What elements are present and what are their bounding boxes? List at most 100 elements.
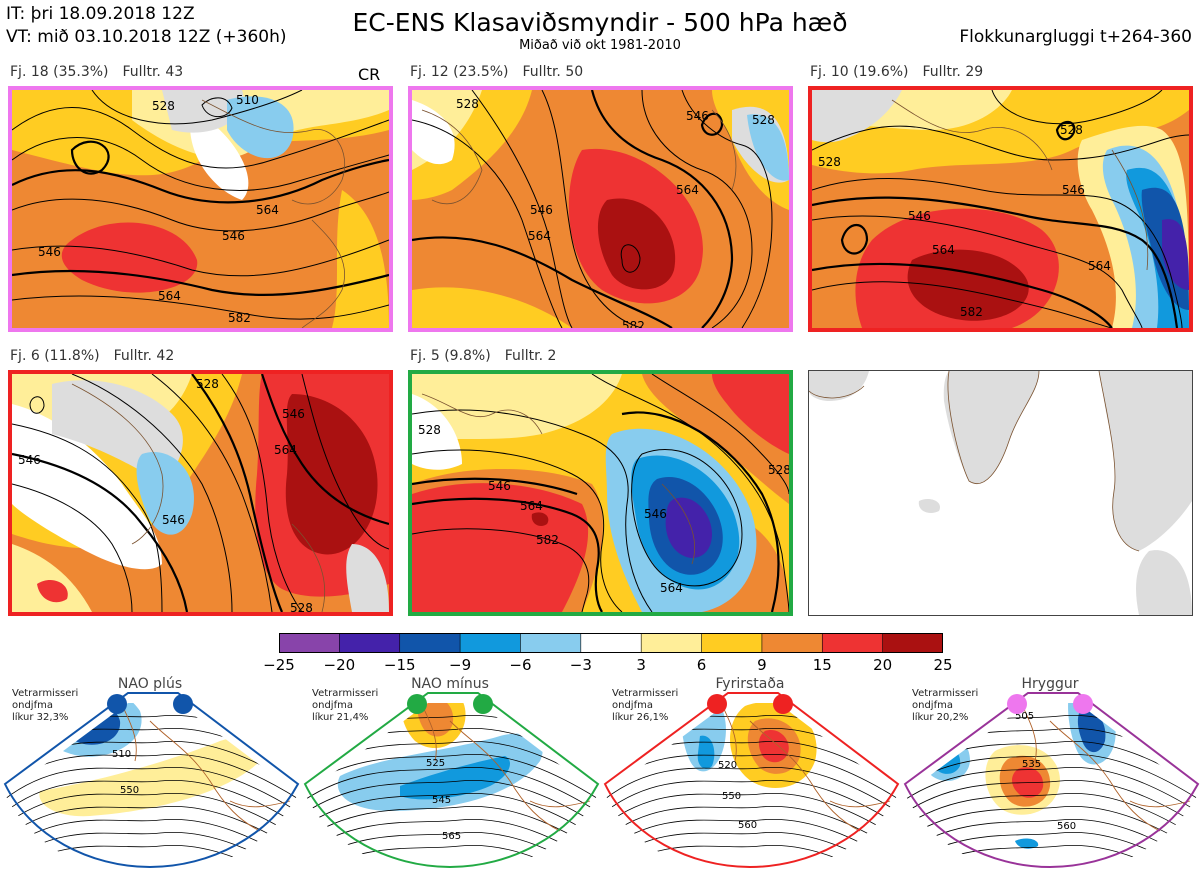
colorbar-bin-9 [821,633,884,653]
regime-marker-dot [107,694,127,714]
colorbar-bin-8 [761,633,824,653]
colorbar-bin-10 [882,633,943,653]
regime-note: Vetrarmisseri ondjfma líkur 26,1% [612,688,678,724]
regime-note: Vetrarmisseri ondjfma líkur 21,4% [312,688,378,724]
regime-contour-label: 545 [432,795,451,806]
base-map [808,370,1193,616]
panel-2-members: Fulltr. 50 [522,64,584,80]
regime-note-line: líkur 26,1% [612,712,669,723]
panel-4-label: Fj. 6 (11.8%) Fulltr. 42 [10,348,174,364]
panel-2-contour-label-7: 528 [752,113,775,127]
panel-4-contour-label-6: 528 [290,601,313,612]
regime-contour-label: 520 [718,760,737,771]
colorbar-tick: −25 [263,656,295,674]
colorbar-tick: −6 [509,656,532,674]
regime-contour-label: 565 [442,831,461,842]
regime-note-line: ondjfma [912,700,953,711]
panel-2-contour-label-4: 582 [622,319,645,328]
panel-3-contour-label-3: 582 [960,305,983,319]
colorbar-bin-6 [640,633,703,653]
panel-3-members: Fulltr. 29 [922,64,984,80]
panel-2-contour-label-3: 564 [528,229,551,243]
panel-1-label: Fj. 18 (35.3%) Fulltr. 43 [10,64,183,80]
regime-contour-label: 560 [738,820,757,831]
regime-note-line: Vetrarmisseri [912,688,979,699]
colorbar-bin-5 [580,633,642,653]
panel-2-cluster: Fj. 12 (23.5%) [410,64,509,80]
regime-note-line: ondjfma [12,700,53,711]
panel-1-contour-label-1: 546 [38,245,61,259]
regime-note-line: Vetrarmisseri [312,688,379,699]
colorbar-tick: 3 [636,656,646,674]
colorbar-tick: 9 [757,656,767,674]
panel-5-contour-label-3: 582 [536,533,559,547]
cluster-map-2: 528 546 564 582 546 564 528 [408,86,793,332]
colorbar-bin-7 [701,633,763,653]
regime-contour-label: 505 [1015,711,1034,722]
cluster-map-1: 546 564 582 528 510 546 564 [8,86,393,332]
valid-time: VT: mið 03.10.2018 12Z (+360h) [6,27,287,47]
panel-4-members: Fulltr. 42 [113,348,175,364]
panel-2-label: Fj. 12 (23.5%) Fulltr. 50 [410,64,583,80]
panel-3-contour-label-6: 564 [1088,259,1111,273]
initial-time: IT: þri 18.09.2018 12Z [6,4,195,24]
panel-4-contour-label-3: 546 [282,407,305,421]
panel-5-contour-label-6: 528 [418,423,441,437]
colorbar-tick: 6 [696,656,707,674]
panel-5-contour-label-7: 528 [768,463,789,477]
colorbar-bin-1 [339,633,401,653]
panel-1-contour-label-7: 564 [256,203,279,217]
panel-3-contour-label-4: 528 [818,155,841,169]
regime-note-line: líkur 32,3% [12,712,69,723]
regime-note-line: ondjfma [612,700,653,711]
regime-title: Fyrirstaða [715,676,785,692]
regime-title: Hryggur [1021,676,1079,692]
regime-marker-dot [1007,694,1027,714]
regime-marker-dot [407,694,427,714]
page-subtitle: Miðað við okt 1981-2010 [519,38,681,53]
colorbar-bin-4 [520,633,582,653]
regime-note: Vetrarmisseri ondjfma líkur 20,2% [912,688,978,724]
panel-1-contour-label-5: 510 [236,93,259,107]
colorbar-tick: −3 [569,656,592,674]
regime-note-line: Vetrarmisseri [12,688,79,699]
classification-window: Flokkunargluggi t+264-360 [959,27,1192,47]
panel-5-contour-label-4: 546 [644,507,667,521]
colorbar-tick: −15 [383,656,416,674]
colorbar-tick: 15 [812,656,832,674]
panel-5-members: Fulltr. 2 [504,348,557,364]
colorbar-bin-0 [279,633,341,653]
regime-marker-dot [707,694,727,714]
regime-marker-dot [1073,694,1093,714]
panel-3-contour-label-2: 564 [932,243,955,257]
regime-note-line: ondjfma [312,700,353,711]
colorbar-tick: −9 [449,656,472,674]
regime-contour-label: 550 [120,785,139,796]
regime-note-line: líkur 21,4% [312,712,369,723]
regime-marker-dot [773,694,793,714]
colorbar-tick: 20 [873,656,893,674]
page-title: EC-ENS Klasaviðsmyndir - 500 hPa hæð [352,8,848,37]
regime-note-line: Vetrarmisseri [612,688,679,699]
panel-3-contour-label-5: 546 [1062,183,1085,197]
panel-1-cluster: Fj. 18 (35.3%) [10,64,109,80]
regime-marker-dot [173,694,193,714]
regime-contour-label: 510 [112,749,131,760]
panel-1-contour-label-4: 528 [152,99,175,113]
panel-5-contour-label-1: 546 [488,479,511,493]
panel-1-members: Fulltr. 43 [122,64,184,80]
colorbar-bin-2 [399,633,461,653]
panel-4-cluster: Fj. 6 (11.8%) [10,348,100,364]
colorbar-tick: −20 [323,656,356,674]
regime-note: Vetrarmisseri ondjfma líkur 32,3% [12,688,78,724]
panel-1-contour-label-2: 564 [158,289,181,303]
panel-3-label: Fj. 10 (19.6%) Fulltr. 29 [810,64,983,80]
panel-1-contour-label-3: 582 [228,311,251,325]
panel-2-contour-label-5: 546 [686,109,709,123]
panel-4-contour-label-2: 564 [274,443,297,457]
cluster-map-5: 546 564 582 546 564 528 528 [408,370,793,616]
panel-1-extra: CR [358,65,381,84]
panel-2-contour-label-1: 528 [456,97,479,111]
regime-contour-label: 525 [426,758,445,769]
panel-5-contour-label-2: 564 [520,499,543,513]
